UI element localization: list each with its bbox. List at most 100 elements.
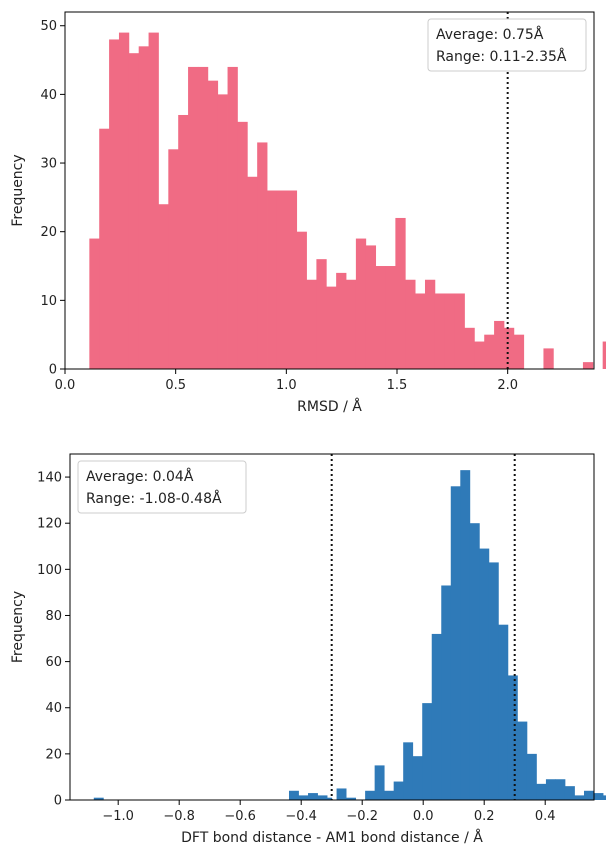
y-tick-label: 50 [40, 19, 57, 34]
y-tick-label: 140 [37, 471, 62, 486]
histogram-bar [365, 790, 376, 800]
bars [89, 32, 606, 370]
average-label: Average: 0.75Å [436, 26, 544, 43]
y-tick-label: 100 [37, 563, 62, 578]
histogram-bar [178, 114, 189, 369]
histogram-bar [247, 176, 258, 369]
histogram-bar [441, 585, 452, 800]
range-label: Range: -1.08-0.48Å [86, 490, 222, 507]
histogram-bar [545, 779, 556, 800]
y-axis-label: Frequency [10, 591, 26, 663]
histogram-bar [168, 149, 179, 369]
histogram-bar [603, 795, 606, 800]
histogram-bar [412, 756, 423, 800]
plot-frame [69, 453, 595, 801]
y-tick-label: 30 [40, 157, 57, 172]
histogram-bar [306, 279, 317, 369]
histogram-bar [138, 46, 149, 369]
histogram-bar [574, 795, 585, 800]
histogram-bar [93, 797, 104, 800]
histogram-bar [384, 790, 395, 800]
histogram-bar [494, 320, 505, 369]
x-tick-label: −0.2 [346, 809, 378, 824]
histogram-bar [424, 279, 436, 369]
x-tick-label: 2.0 [497, 378, 518, 393]
histogram-bar [507, 675, 518, 800]
histogram-bar [385, 266, 396, 369]
histogram-bar [444, 293, 456, 369]
legend-box [427, 18, 587, 72]
x-tick-label: 1.0 [276, 378, 297, 393]
histogram-bar [415, 293, 426, 369]
histogram-bar [296, 231, 307, 369]
histogram-bar [488, 562, 499, 800]
histogram-bar [288, 790, 299, 800]
histogram-bar [536, 783, 547, 800]
histogram-bar [374, 765, 385, 800]
histogram-bar [298, 795, 309, 800]
histogram-bar [346, 279, 357, 369]
histogram-bar [450, 486, 461, 800]
histogram-bar [503, 327, 515, 369]
histogram-bar [583, 790, 594, 800]
histogram-bar [479, 548, 490, 800]
histogram-bar [513, 334, 525, 369]
histogram-bar [227, 66, 238, 369]
x-tick-label: 0.2 [474, 809, 495, 824]
histogram-bar [422, 703, 433, 800]
y-tick-label: 20 [40, 225, 57, 240]
histogram-bar [469, 523, 480, 800]
histogram-bar [543, 348, 554, 369]
y-tick-label: 40 [40, 88, 57, 103]
stats-legend: Average: 0.75Å Range: 0.11-2.35Å [427, 18, 587, 72]
x-tick-label: 1.5 [387, 378, 408, 393]
histogram-bar [346, 797, 357, 800]
rmsd-histogram: 0.0 0.5 1.0 1.5 2.0 0 10 20 30 40 50 RMSD / Å Freque… [10, 11, 606, 415]
x-tick-label: 0.5 [165, 378, 186, 393]
y-tick-label: 40 [45, 701, 62, 716]
histogram-bar [434, 293, 446, 369]
histogram-bar [460, 470, 471, 800]
histogram-bar [336, 272, 347, 369]
histogram-bar [464, 327, 475, 369]
histogram-bar [355, 238, 367, 369]
histogram-bar [602, 341, 606, 369]
x-tick-label: 0.0 [413, 809, 434, 824]
x-tick-label: −0.8 [163, 809, 195, 824]
x-tick-label: −0.4 [285, 809, 317, 824]
histogram-bar [118, 32, 130, 369]
y-tick-label: 20 [45, 747, 62, 762]
legend-box [77, 460, 247, 514]
histogram-bar [403, 742, 414, 800]
stats-legend: Average: 0.04Å Range: -1.08-0.48Å [77, 460, 247, 514]
histogram-bar [148, 32, 159, 369]
y-tick-label: 60 [45, 655, 62, 670]
histogram-bar [555, 779, 566, 800]
histogram-bar [267, 190, 278, 369]
x-tick-label: 0.4 [535, 809, 556, 824]
plot-frame [64, 11, 595, 370]
histogram-bar [526, 753, 537, 800]
y-axis-label: Frequency [10, 154, 26, 226]
x-axis-label: RMSD / Å [297, 398, 362, 415]
y-tick-label: 10 [40, 294, 57, 309]
histogram-bar [326, 286, 337, 369]
histogram-bar [257, 142, 268, 369]
y-tick-label: 0 [49, 363, 57, 378]
histogram-bar [276, 190, 288, 369]
histogram-bar [517, 721, 528, 800]
histogram-bar [474, 341, 485, 369]
histogram-bar [375, 266, 386, 369]
average-label: Average: 0.04Å [86, 468, 194, 485]
histogram-bar [308, 793, 318, 800]
histogram-bar [286, 190, 298, 369]
histogram-bar [454, 293, 465, 369]
histogram-bar [498, 624, 509, 800]
range-label: Range: 0.11-2.35Å [436, 48, 567, 65]
bond-distance-histogram: −1.0 −0.8 −0.6 −0.4 −0.2 0.0 0.2 0.4 0 20 40 60 80 10… [10, 453, 606, 846]
histogram-bar [197, 66, 209, 369]
histogram-bar [317, 795, 328, 800]
histogram-bar [99, 128, 110, 369]
x-axis-label: DFT bond distance - AM1 bond distance / … [181, 829, 483, 846]
